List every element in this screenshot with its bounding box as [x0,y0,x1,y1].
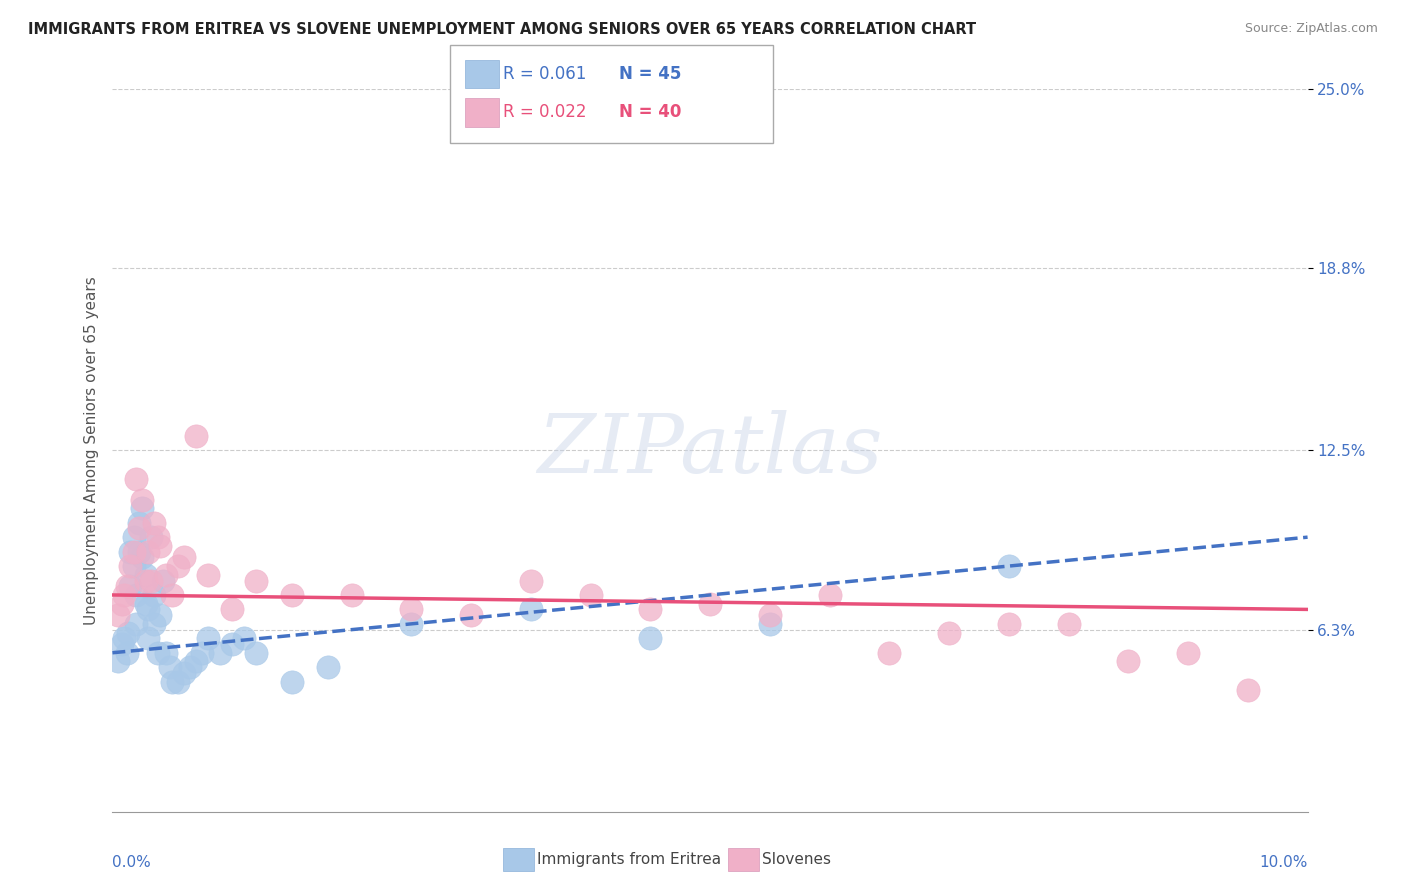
Text: Immigrants from Eritrea: Immigrants from Eritrea [537,853,721,867]
Point [122,530,145,544]
Point [125,616,148,631]
Point [159,660,181,674]
Text: 10.0%: 10.0% [1260,855,1308,870]
Point [197,632,219,646]
Point [139,530,162,544]
Point [1057,616,1080,631]
Text: Slovenes: Slovenes [762,853,831,867]
Point [245,646,267,660]
Point [1237,683,1260,698]
Point [879,646,901,660]
Point [146,646,169,660]
Point [281,588,304,602]
Point [186,429,208,443]
Point [138,632,160,646]
Point [122,544,145,558]
Point [340,588,363,602]
Point [173,550,195,565]
Point [128,521,150,535]
Text: ZIPatlas: ZIPatlas [537,410,883,491]
Point [115,646,138,660]
Point [146,530,169,544]
Point [167,674,190,689]
Point [998,559,1021,574]
Point [938,625,960,640]
Point [1177,646,1199,660]
Point [699,597,721,611]
Point [316,660,339,674]
Point [120,544,142,558]
Point [131,501,153,516]
Point [115,579,138,593]
Text: R = 0.022: R = 0.022 [503,103,586,121]
Point [107,608,129,623]
Point [818,588,841,602]
Point [245,574,267,588]
Point [139,574,162,588]
Point [125,472,148,486]
Point [759,608,782,623]
Text: R = 0.061: R = 0.061 [503,65,586,83]
Point [135,597,157,611]
Point [135,567,157,582]
Point [162,674,183,689]
Point [167,559,190,574]
Point [149,539,172,553]
Point [186,655,208,669]
Point [131,550,153,565]
Point [173,665,195,680]
Point [460,608,482,623]
Point [131,492,153,507]
Point [138,544,160,558]
Point [179,660,201,674]
Point [120,579,142,593]
Point [143,516,166,530]
Point [520,574,543,588]
Point [998,616,1021,631]
Point [221,602,243,616]
Text: 0.0%: 0.0% [112,855,152,870]
Point [122,559,145,574]
Point [149,608,172,623]
Point [111,637,134,651]
Point [191,646,214,660]
Point [111,597,134,611]
Point [155,567,177,582]
Point [152,574,174,588]
Point [209,646,232,660]
Point [128,544,150,558]
Point [114,588,135,602]
Point [1118,655,1140,669]
Point [107,655,129,669]
Point [221,637,243,651]
Point [143,588,166,602]
Text: Source: ZipAtlas.com: Source: ZipAtlas.com [1244,22,1378,36]
Point [155,646,177,660]
Point [640,632,662,646]
Point [197,567,219,582]
Point [640,602,662,616]
Point [401,602,423,616]
Y-axis label: Unemployment Among Seniors over 65 years: Unemployment Among Seniors over 65 years [83,277,98,624]
Text: N = 40: N = 40 [619,103,681,121]
Point [233,632,256,646]
Point [579,588,602,602]
Point [125,588,148,602]
Point [117,625,139,640]
Point [162,588,183,602]
Point [120,559,142,574]
Point [128,516,150,530]
Point [281,674,304,689]
Text: IMMIGRANTS FROM ERITREA VS SLOVENE UNEMPLOYMENT AMONG SENIORS OVER 65 YEARS CORR: IMMIGRANTS FROM ERITREA VS SLOVENE UNEMP… [28,22,976,37]
Point [143,616,166,631]
Point [138,602,160,616]
Point [401,616,423,631]
Point [135,574,157,588]
Point [114,632,135,646]
Point [759,616,782,631]
Point [520,602,543,616]
Text: N = 45: N = 45 [619,65,681,83]
